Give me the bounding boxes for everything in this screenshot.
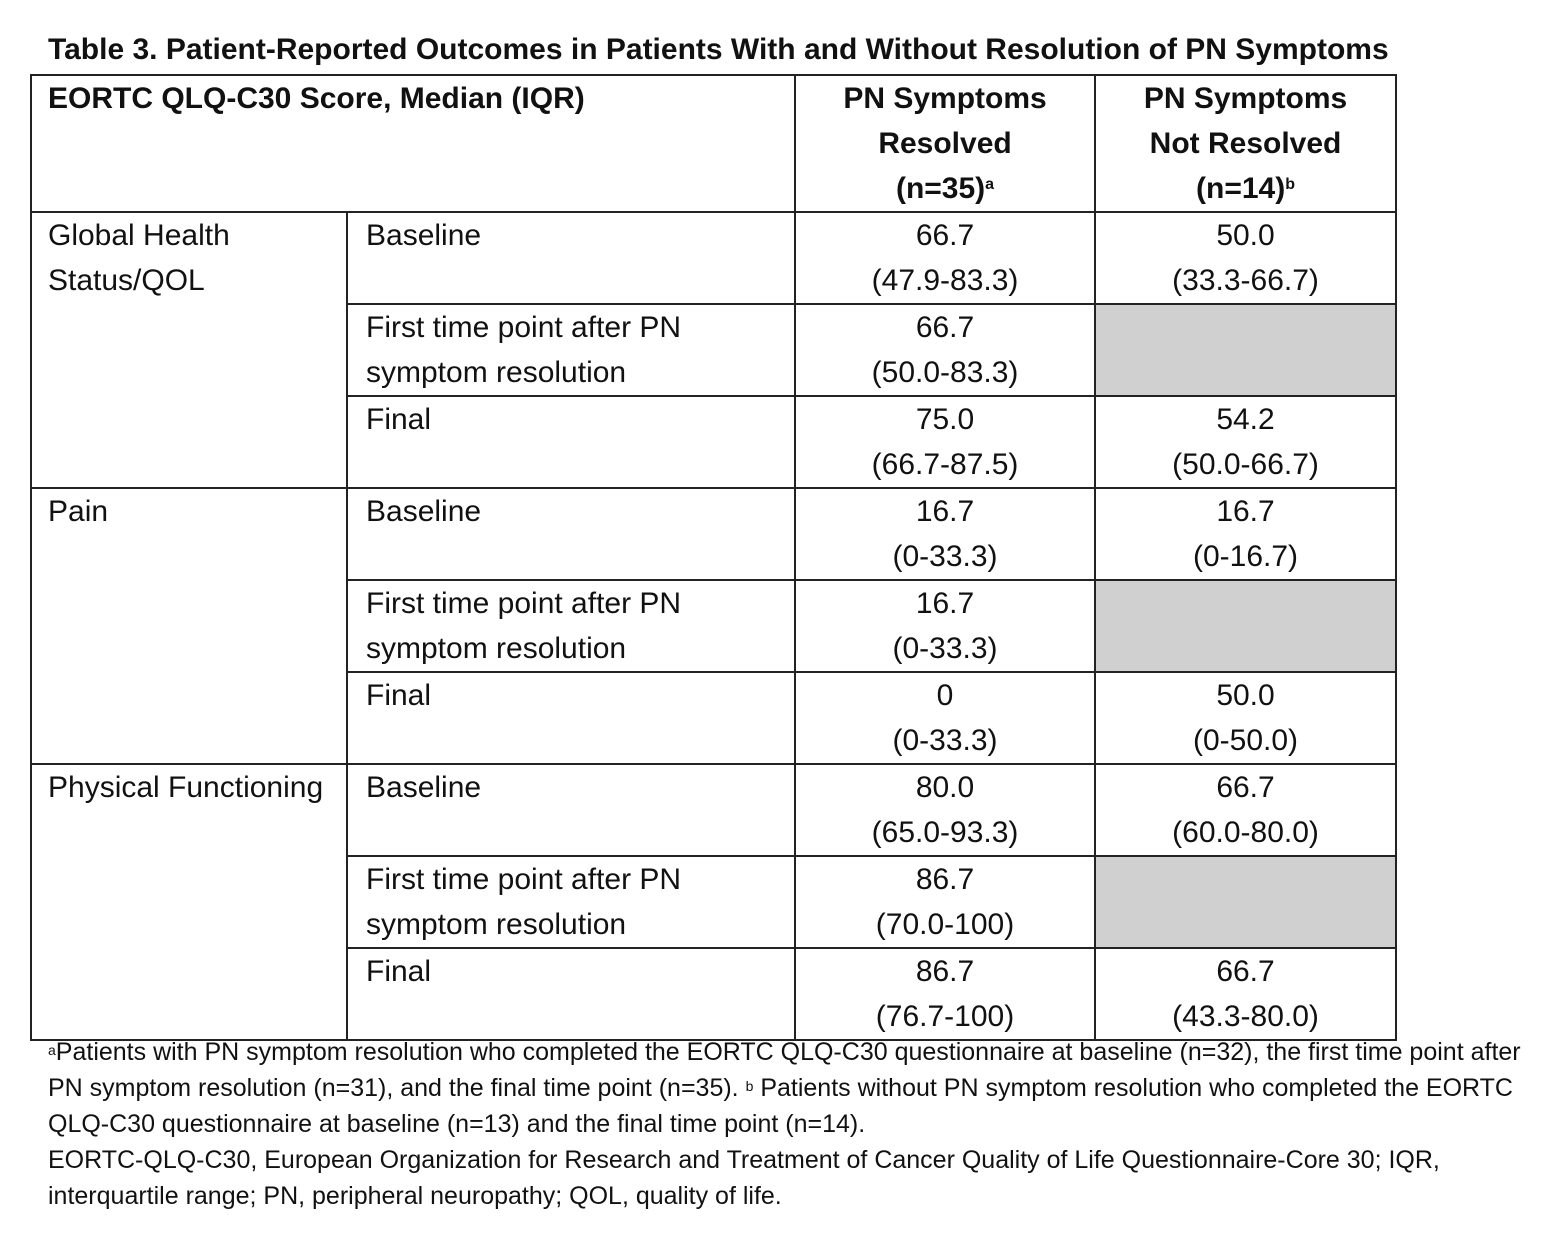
median-value: 16.7 — [915, 495, 975, 528]
not-resolved-value-cell — [1094, 303, 1398, 397]
footnote-abbreviations: EORTC-QLQ-C30, European Organization for… — [48, 1146, 1440, 1210]
footnote-b-mark: b — [745, 1078, 754, 1094]
not-resolved-value-cell: 66.7 (60.0-80.0) — [1094, 763, 1398, 857]
iqr-value: (47.9-83.3) — [871, 264, 1019, 297]
timepoint-cell: First time point after PN symptom resolu… — [345, 855, 797, 949]
header-not-resolved-line2: Not Resolved — [1149, 127, 1342, 160]
median-value: 16.7 — [1216, 495, 1275, 528]
iqr-value: (0-33.3) — [892, 632, 998, 665]
resolved-value-cell: 16.7 (0-33.3) — [794, 487, 1097, 581]
not-resolved-value-cell: 66.7 (43.3-80.0) — [1094, 947, 1398, 1041]
iqr-value: (0-33.3) — [892, 540, 998, 573]
table-title: Table 3. Patient-Reported Outcomes in Pa… — [48, 33, 1389, 66]
iqr-value: (0-50.0) — [1192, 724, 1299, 757]
header-resolved-line3: (n=35)a — [796, 166, 1094, 211]
footnote-a-mark: a — [48, 1042, 56, 1058]
resolved-value-cell: 75.0 (66.7-87.5) — [794, 395, 1097, 489]
resolved-value-cell: 66.7 (47.9-83.3) — [794, 211, 1097, 305]
not-resolved-value-cell: 50.0 (33.3-66.7) — [1094, 211, 1398, 305]
table-row: Final 0 (0-33.3) 50.0 (0-50.0) — [31, 671, 1398, 765]
median-value: 66.7 — [1216, 955, 1275, 988]
resolved-value-cell: 86.7 (70.0-100) — [794, 855, 1097, 949]
header-resolved-n: (n=35) — [895, 172, 986, 205]
median-value: 75.0 — [915, 403, 975, 436]
header-resolved-line1: PN Symptoms — [843, 82, 1047, 115]
timepoint-cell: Baseline — [345, 211, 797, 305]
resolved-value-cell: 66.7 (50.0-83.3) — [794, 303, 1097, 397]
footnote-b-text: Patients without PN symptom resolution w… — [48, 1074, 1513, 1138]
median-value: 50.0 — [1216, 219, 1275, 252]
footnote-a-marker: a — [985, 176, 995, 193]
table-row: Final 75.0 (66.7-87.5) 54.2 (50.0-66.7) — [31, 395, 1398, 489]
table-row: Pain Baseline 16.7 (0-33.3) 16.7 (0-16.7) — [30, 487, 1398, 765]
timepoint-cell: Final — [345, 947, 797, 1041]
table-row: Final 86.7 (76.7-100) 66.7 (43.3-80.0) — [31, 947, 1398, 1041]
footnote-ab: aPatients with PN symptom resolution who… — [48, 1034, 1548, 1142]
outcomes-table: EORTC QLQ-C30 Score, Median (IQR) PN Sym… — [29, 74, 1398, 1041]
iqr-value: (33.3-66.7) — [1172, 264, 1319, 297]
timepoint-cell: Final — [345, 671, 797, 765]
timepoint-cell: Baseline — [345, 763, 797, 857]
header-resolved-line2: Resolved — [878, 127, 1012, 160]
iqr-value: (43.3-80.0) — [1172, 1000, 1319, 1033]
iqr-value: (50.0-83.3) — [871, 356, 1019, 389]
timepoint-cell: First time point after PN symptom resolu… — [345, 303, 797, 397]
table-row: Global Health Status/QOL Baseline 66.7 (47.… — [30, 211, 1398, 489]
median-value: 0 — [936, 679, 954, 712]
resolved-value-cell: 0 (0-33.3) — [794, 671, 1097, 765]
category-cell: Global Health Status/QOL — [30, 211, 348, 489]
timepoint-cell: Final — [345, 395, 797, 489]
median-value: 66.7 — [1216, 771, 1275, 804]
not-resolved-value-cell — [1094, 855, 1398, 949]
median-value: 86.7 — [915, 863, 975, 896]
header-not-resolved-n: (n=14) — [1196, 172, 1286, 205]
table-body: Global Health Status/QOL Baseline 66.7 (47.… — [30, 211, 1398, 1041]
not-resolved-value-cell: 50.0 (0-50.0) — [1094, 671, 1398, 765]
not-resolved-value-cell: 54.2 (50.0-66.7) — [1094, 395, 1398, 489]
table-row: Physical Functioning Baseline 80.0 (65.0-93… — [30, 763, 1398, 1041]
median-value: 80.0 — [915, 771, 975, 804]
footnote-b-marker: b — [1285, 176, 1295, 193]
resolved-value-cell: 80.0 (65.0-93.3) — [794, 763, 1097, 857]
header-row-label: EORTC QLQ-C30 Score, Median (IQR) — [29, 74, 797, 213]
header-row: EORTC QLQ-C30 Score, Median (IQR) PN Sym… — [29, 74, 1398, 213]
median-value: 16.7 — [915, 587, 975, 620]
median-value: 54.2 — [1216, 403, 1275, 436]
median-value: 66.7 — [915, 311, 975, 344]
iqr-value: (0-33.3) — [892, 724, 998, 757]
footnote-a-text: Patients with PN symptom resolution who … — [48, 1038, 1521, 1102]
iqr-value: (0-16.7) — [1192, 540, 1299, 573]
timepoint-cell: First time point after PN symptom resolu… — [345, 579, 797, 673]
table-row: First time point after PN symptom resolu… — [31, 855, 1398, 949]
iqr-value: (70.0-100) — [875, 908, 1015, 941]
iqr-value: (76.7-100) — [875, 1000, 1015, 1033]
header-not-resolved-line3: (n=14)b — [1096, 166, 1395, 211]
timepoint-cell: Baseline — [345, 487, 797, 581]
header-not-resolved-line1: PN Symptoms — [1143, 82, 1348, 115]
resolved-value-cell: 86.7 (76.7-100) — [794, 947, 1097, 1041]
not-resolved-value-cell: 16.7 (0-16.7) — [1094, 487, 1398, 581]
iqr-value: (60.0-80.0) — [1172, 816, 1319, 849]
median-value: 66.7 — [915, 219, 975, 252]
table-row: First time point after PN symptom resolu… — [31, 303, 1398, 397]
header-resolved: PN Symptoms Resolved (n=35)a — [794, 74, 1097, 213]
category-cell: Pain — [30, 487, 348, 765]
resolved-value-cell: 16.7 (0-33.3) — [794, 579, 1097, 673]
median-value: 50.0 — [1216, 679, 1275, 712]
header-not-resolved: PN Symptoms Not Resolved (n=14)b — [1094, 74, 1398, 213]
iqr-value: (65.0-93.3) — [871, 816, 1019, 849]
table-row: First time point after PN symptom resolu… — [31, 579, 1398, 673]
median-value: 86.7 — [915, 955, 975, 988]
footnotes: aPatients with PN symptom resolution who… — [48, 1034, 1548, 1214]
not-resolved-value-cell — [1094, 579, 1398, 673]
iqr-value: (66.7-87.5) — [871, 448, 1019, 481]
category-cell: Physical Functioning — [30, 763, 348, 1041]
iqr-value: (50.0-66.7) — [1172, 448, 1319, 481]
